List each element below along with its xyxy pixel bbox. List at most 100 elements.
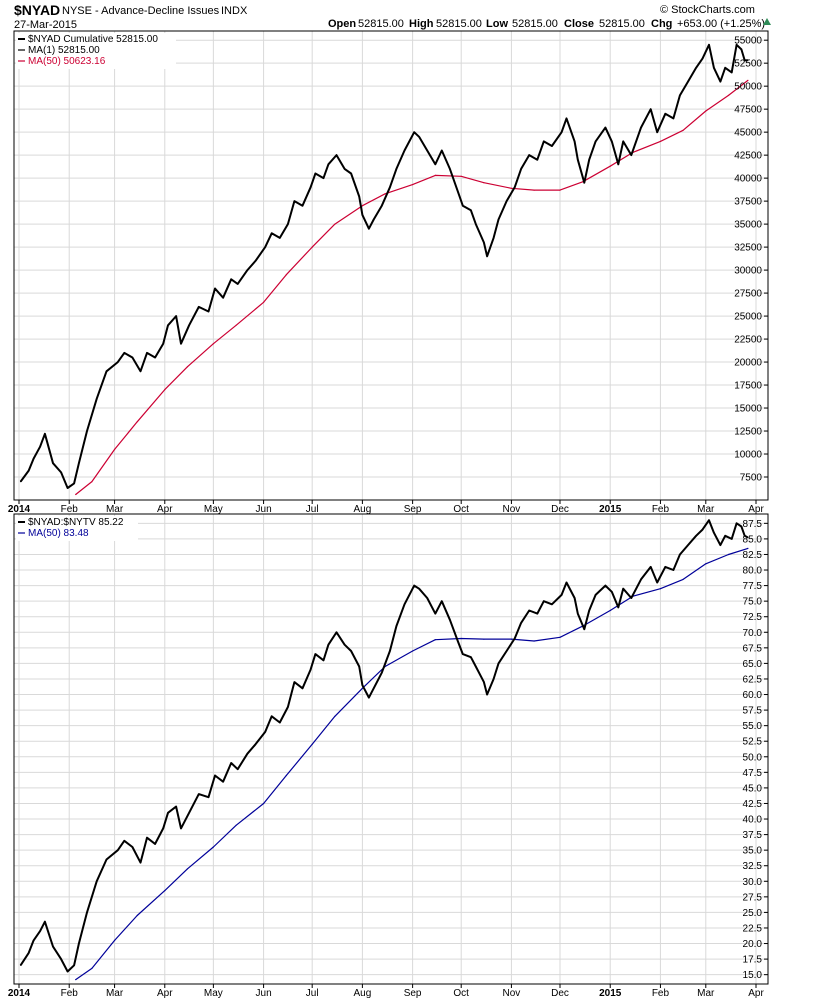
y-tick-label: 52500 <box>734 59 762 70</box>
data-point-main <box>279 237 281 239</box>
data-point-main <box>497 218 500 221</box>
data-point-main <box>679 553 681 556</box>
data-point-main <box>327 163 329 165</box>
data-point-main <box>188 324 190 326</box>
data-point-ma50 <box>384 193 386 195</box>
data-point-main <box>44 921 46 923</box>
y-tick-label: 45000 <box>734 128 762 139</box>
data-point-ma50 <box>559 189 561 191</box>
y-tick-label: 30000 <box>734 266 762 277</box>
data-point-main <box>123 352 125 354</box>
y-tick-label: 12500 <box>734 427 762 438</box>
data-point-main <box>403 603 406 605</box>
data-point-main <box>413 585 415 587</box>
data-point-main <box>254 260 257 262</box>
ratio-panel-y-axis: 15.0 17.5 20.0 22.5 25.0 27.5 30.0 32.5 35.0 37.5… <box>743 519 768 981</box>
data-point-ma50 <box>659 140 662 142</box>
y-tick-label: 57.5 <box>743 706 763 717</box>
legend-entry: MA(50) 83.48 <box>28 528 89 539</box>
y-tick-label: 70.0 <box>743 628 763 639</box>
data-point-main <box>611 591 613 593</box>
data-point-main <box>214 774 216 777</box>
y-tick-label: 77.5 <box>743 581 763 592</box>
data-point-main <box>188 812 190 814</box>
data-point-main <box>449 619 451 621</box>
data-point-ma50 <box>235 824 237 826</box>
legend-entry: MA(50) 50623.16 <box>28 56 106 67</box>
data-point-main <box>310 669 312 671</box>
y-tick-label: 42.5 <box>743 799 763 810</box>
data-point-main <box>207 796 210 798</box>
data-point-ma50 <box>91 481 93 483</box>
data-point-main <box>426 149 428 152</box>
data-point-ma50 <box>483 182 485 184</box>
data-point-main <box>561 594 563 596</box>
data-point-main <box>52 462 54 464</box>
data-point-ma50 <box>460 175 462 177</box>
data-point-main <box>695 67 697 69</box>
data-point-ma50 <box>114 939 116 942</box>
y-tick-label: 75.0 <box>743 597 763 608</box>
open-label: Open <box>328 18 356 30</box>
data-point-ma50 <box>334 715 336 717</box>
legend-entry: $NYAD Cumulative 52815.00 <box>28 34 158 45</box>
data-point-main <box>335 154 338 156</box>
data-point-main <box>506 200 508 202</box>
data-point-ma50 <box>460 637 462 640</box>
data-point-main <box>293 681 295 683</box>
y-tick-label: 85.0 <box>743 534 763 545</box>
y-tick-label: 32.5 <box>743 861 763 872</box>
data-point-main <box>514 637 516 640</box>
ratio-panel-series <box>19 519 749 981</box>
data-point-main <box>373 218 375 221</box>
y-tick-label: 10000 <box>734 450 762 461</box>
y-tick-label: 80.0 <box>743 566 763 577</box>
chart-symbol: $NYAD <box>14 2 60 18</box>
data-point-main <box>381 672 383 674</box>
data-point-main <box>565 117 568 119</box>
data-point-main <box>617 163 619 165</box>
data-point-main <box>744 535 746 537</box>
close-value: 52815.00 <box>599 18 645 30</box>
data-point-main <box>131 846 133 848</box>
data-point-main <box>708 44 710 46</box>
data-point-main <box>747 59 749 61</box>
data-point-ma50 <box>361 687 363 689</box>
data-point-ma50 <box>311 743 313 745</box>
data-point-main <box>434 613 436 615</box>
data-point-main <box>335 631 338 633</box>
legend-background <box>16 516 138 541</box>
data-point-main <box>96 880 98 882</box>
data-point-main <box>28 952 30 954</box>
data-point-main <box>701 58 704 60</box>
data-point-main <box>78 462 80 464</box>
data-point-main <box>154 356 156 359</box>
data-point-main <box>486 255 488 257</box>
x-tick-label: Mar <box>106 504 124 515</box>
x-tick-label: Aug <box>353 504 371 515</box>
y-tick-label: 22.5 <box>743 923 763 934</box>
data-point-main <box>588 609 590 612</box>
y-tick-label: 30.0 <box>743 877 763 888</box>
series-line-ma50 <box>75 547 749 981</box>
y-tick-label: 62.5 <box>743 674 763 685</box>
data-point-ma50 <box>263 802 265 805</box>
data-point-ma50 <box>164 890 166 892</box>
data-point-main <box>60 958 62 960</box>
data-point-main <box>708 519 710 521</box>
data-point-main <box>604 127 607 129</box>
data-point-main <box>207 310 210 313</box>
data-point-main <box>301 687 304 689</box>
data-point-ma50 <box>361 205 363 207</box>
price-panel-x-axis: 2014 Feb Mar Apr May Jun Jul Aug Sep Oct Nov Dec 201… <box>8 500 764 515</box>
series-line-ma50 <box>75 79 749 495</box>
data-point-main <box>493 678 495 680</box>
y-tick-label: 25.0 <box>743 908 763 919</box>
data-point-main <box>246 753 248 755</box>
data-point-main <box>86 430 88 432</box>
data-point-ma50 <box>747 79 749 81</box>
data-point-main <box>368 697 370 699</box>
y-tick-label: 72.5 <box>743 612 763 623</box>
data-point-main <box>271 715 273 717</box>
